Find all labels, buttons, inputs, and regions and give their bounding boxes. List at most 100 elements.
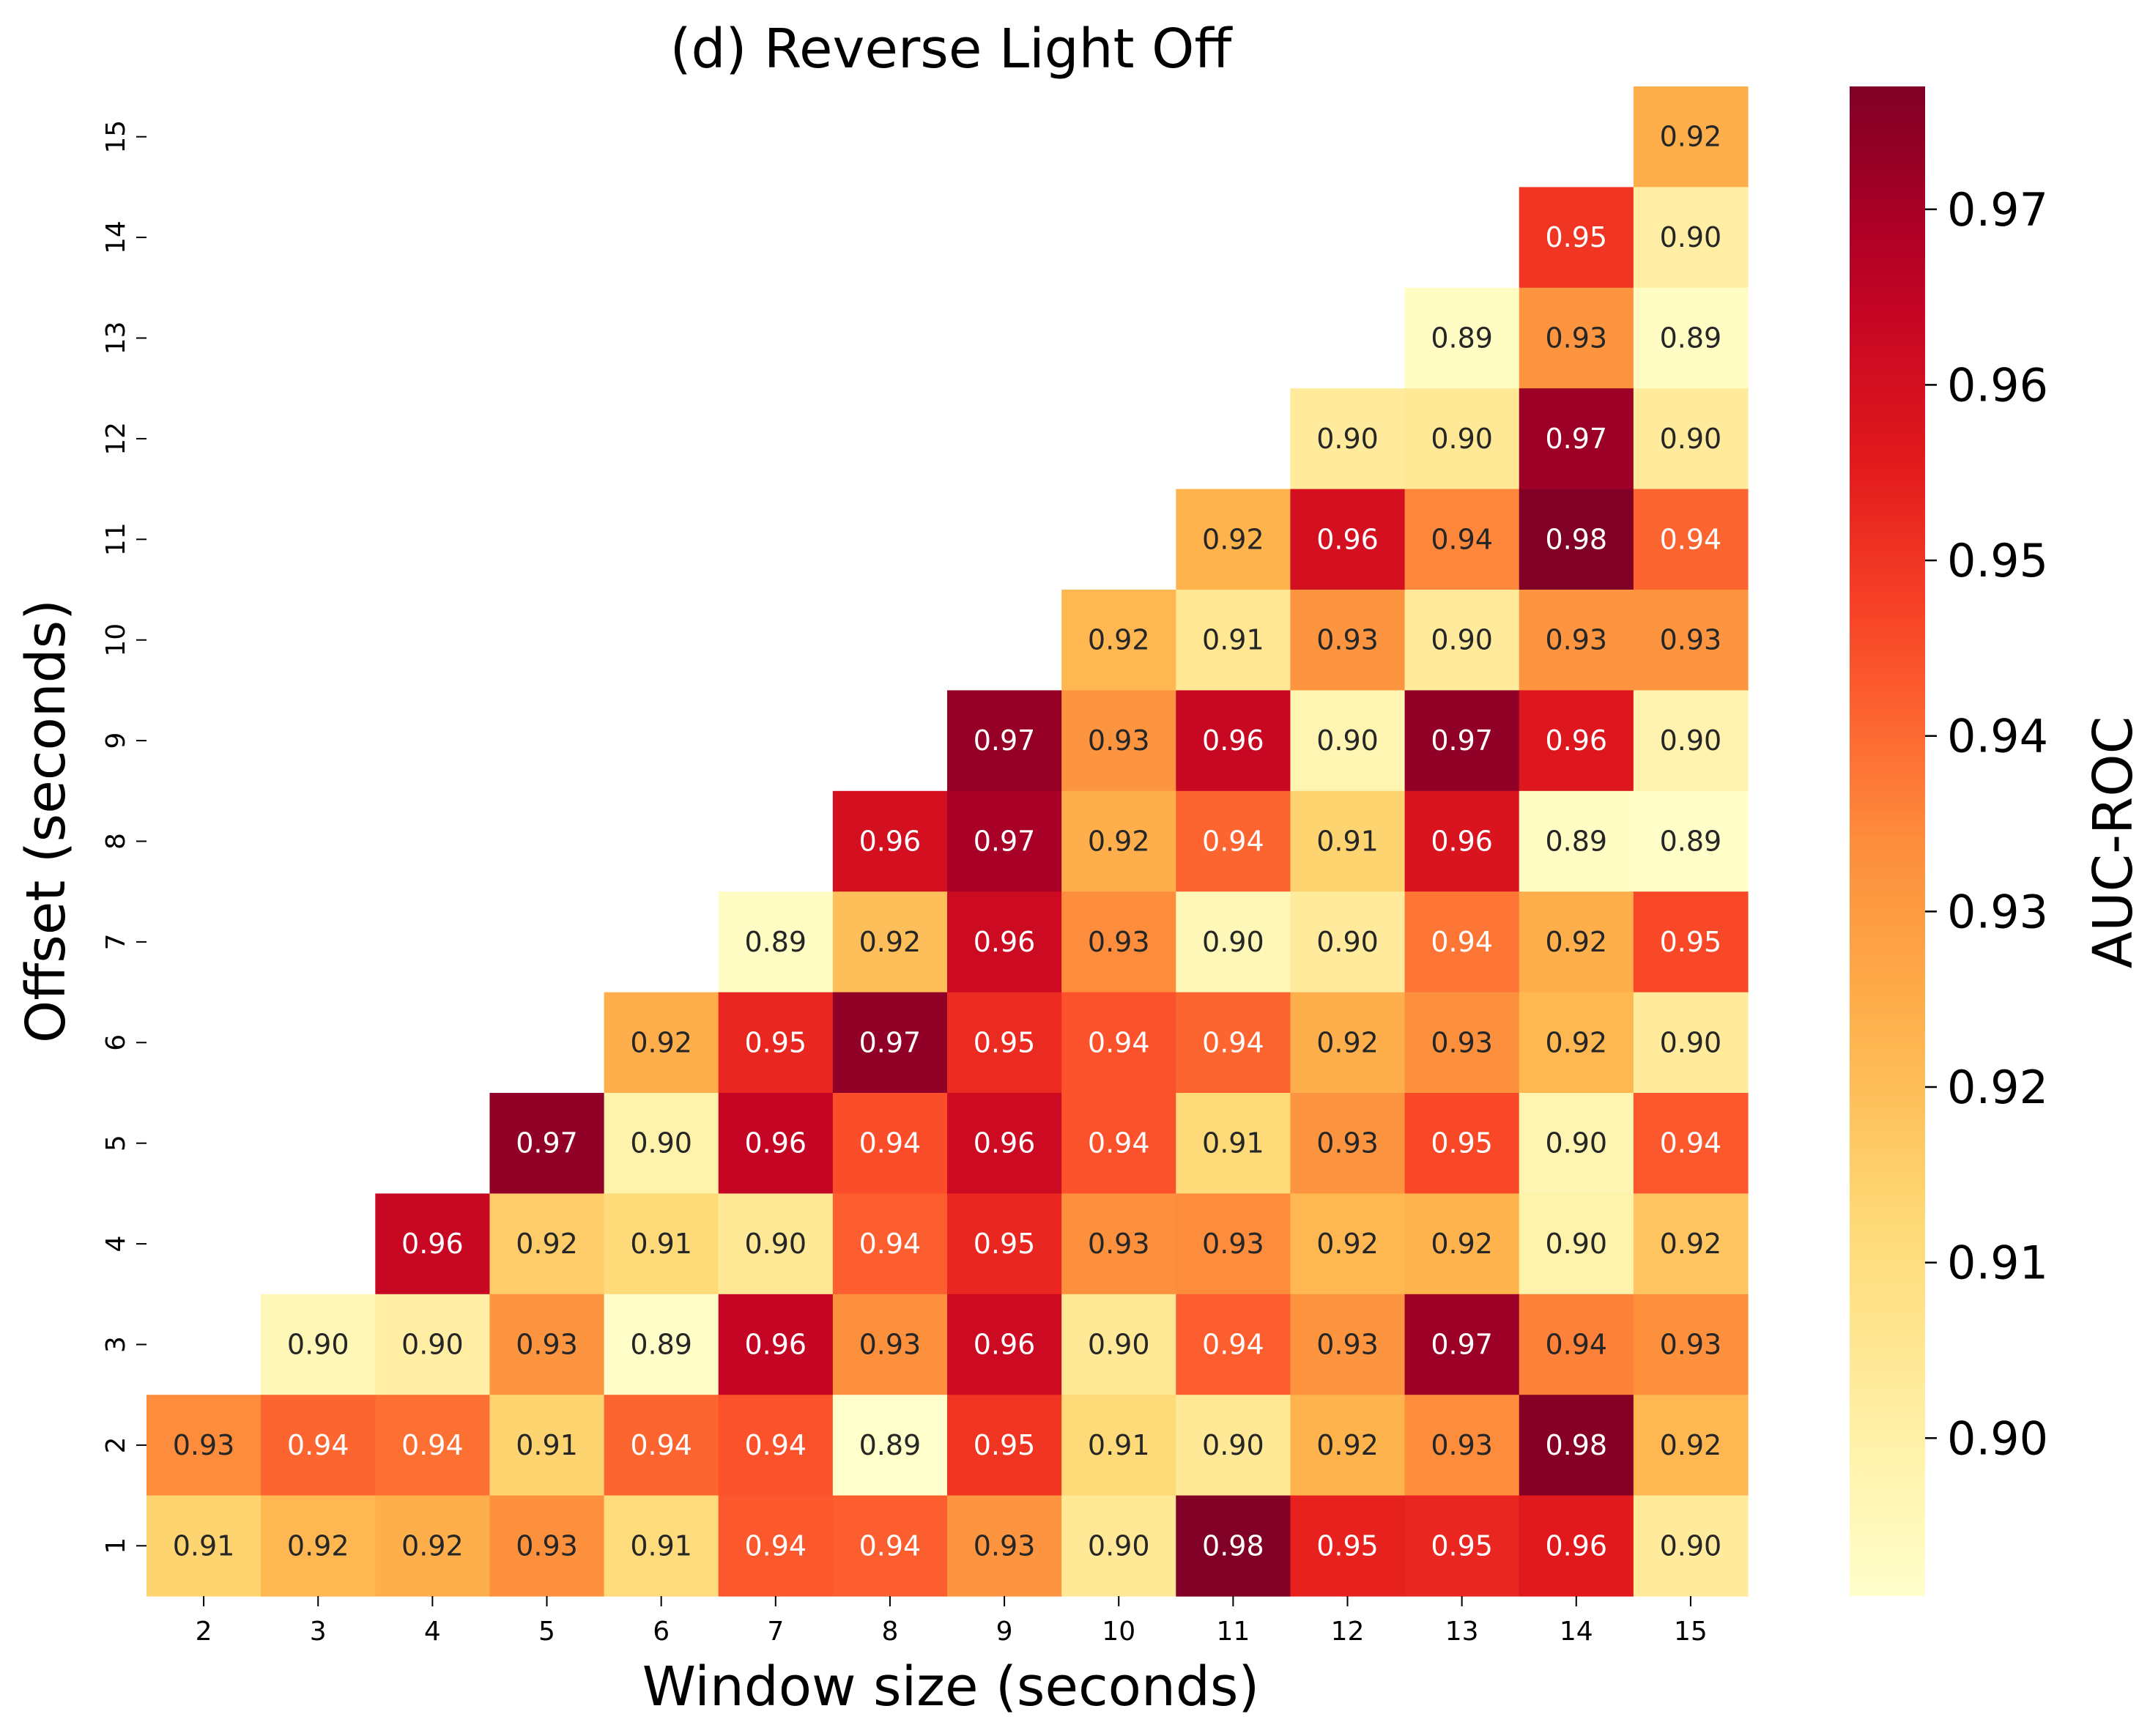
heatmap-cell <box>1633 86 1749 188</box>
y-tick-label: 4 <box>101 1236 131 1253</box>
y-axis-label: Offset (seconds) <box>15 599 78 1043</box>
heatmap-cell <box>1404 489 1520 590</box>
heatmap-cell <box>1290 1495 1406 1597</box>
heatmap-cell <box>1404 1495 1520 1597</box>
cell-value-label: 0.93 <box>1660 1329 1722 1361</box>
heatmap-cell <box>375 1495 491 1597</box>
heatmap-cell <box>1519 590 1634 691</box>
cell-value-label: 0.91 <box>630 1228 692 1260</box>
cell-value-label: 0.98 <box>1202 1529 1264 1562</box>
heatmap-cell <box>832 891 948 993</box>
heatmap-cell <box>832 992 948 1094</box>
heatmap-cell <box>1519 489 1634 590</box>
heatmap-cell <box>1290 1395 1406 1496</box>
cell-value-label: 0.98 <box>1545 1429 1607 1461</box>
cell-value-label: 0.89 <box>630 1329 692 1361</box>
heatmap-cell <box>1404 287 1520 389</box>
cell-value-label: 0.92 <box>1316 1429 1379 1461</box>
cell-value-label: 0.92 <box>287 1529 349 1562</box>
cell-value-label: 0.92 <box>1088 624 1150 656</box>
colorbar-tick-label: 0.97 <box>1947 183 2048 237</box>
cell-value-label: 0.89 <box>859 1429 922 1461</box>
cell-value-label: 0.91 <box>1202 1127 1264 1160</box>
heatmap-cell <box>604 1395 719 1496</box>
colorbar-tick-label: 0.90 <box>1947 1412 2048 1465</box>
x-tick-label: 3 <box>310 1617 327 1647</box>
cell-value-label: 0.97 <box>974 724 1036 757</box>
heatmap-cell <box>1176 1193 1291 1295</box>
heatmap-cell <box>489 1193 605 1295</box>
cell-value-label: 0.90 <box>1660 221 1722 253</box>
cell-value-label: 0.97 <box>974 826 1036 858</box>
heatmap-cell <box>718 1395 834 1496</box>
cell-value-label: 0.96 <box>974 1329 1036 1361</box>
cell-value-label: 0.92 <box>1202 523 1264 555</box>
cell-value-label: 0.94 <box>1431 926 1493 958</box>
cell-value-label: 0.92 <box>630 1026 692 1058</box>
cell-value-label: 0.96 <box>744 1329 807 1361</box>
heatmap-cell <box>1176 590 1291 691</box>
heatmap-cell <box>832 1294 948 1395</box>
cell-value-label: 0.93 <box>1545 322 1607 355</box>
x-tick-label: 5 <box>538 1617 555 1647</box>
colorbar-tick-label: 0.91 <box>1947 1236 2048 1290</box>
cell-value-label: 0.96 <box>401 1228 464 1260</box>
cell-value-label: 0.92 <box>401 1529 464 1562</box>
cell-value-label: 0.93 <box>516 1329 578 1361</box>
heatmap-cell <box>1176 992 1291 1094</box>
heatmap-cell <box>489 1395 605 1496</box>
chart-title: (d) Reverse Light Off <box>670 18 1234 81</box>
heatmap-cell <box>489 1093 605 1194</box>
heatmap-cell <box>1519 1395 1634 1496</box>
cell-value-label: 0.95 <box>974 1429 1036 1461</box>
heatmap-cell <box>1061 992 1176 1094</box>
heatmap-cell <box>832 1093 948 1194</box>
cell-value-label: 0.93 <box>859 1329 922 1361</box>
cell-value-label: 0.97 <box>859 1026 922 1058</box>
cell-value-label: 0.92 <box>1545 926 1607 958</box>
cell-value-label: 0.90 <box>1431 423 1493 455</box>
cell-value-label: 0.94 <box>1202 826 1264 858</box>
heatmap-cell <box>1519 690 1634 792</box>
heatmap-cell <box>1633 992 1749 1094</box>
x-tick-label: 15 <box>1674 1617 1708 1647</box>
heatmap-cell <box>1290 790 1406 892</box>
x-tick-label: 8 <box>881 1617 898 1647</box>
heatmap-cells <box>147 86 1749 1597</box>
cell-value-label: 0.89 <box>1431 322 1493 355</box>
cell-value-label: 0.90 <box>1202 1429 1264 1461</box>
cell-value-label: 0.93 <box>1545 624 1607 656</box>
heatmap-value-labels: 0.92 0.95 0.90 0.89 0.93 0.89 0.90 0.90 0.97 0.90… <box>173 121 1721 1562</box>
cell-value-label: 0.90 <box>1316 724 1379 757</box>
heatmap-cell <box>147 1495 262 1597</box>
heatmap-cell <box>1176 1093 1291 1194</box>
cell-value-label: 0.92 <box>859 926 922 958</box>
heatmap-cell <box>1633 1495 1749 1597</box>
cell-value-label: 0.91 <box>1088 1429 1150 1461</box>
heatmap-cell <box>1176 690 1291 792</box>
heatmap-cell <box>1176 790 1291 892</box>
cell-value-label: 0.92 <box>516 1228 578 1260</box>
cell-value-label: 0.91 <box>630 1529 692 1562</box>
heatmap-cell <box>1404 690 1520 792</box>
heatmap-cell <box>1633 388 1749 490</box>
heatmap-cell <box>1061 690 1176 792</box>
cell-value-label: 0.95 <box>1545 221 1607 253</box>
cell-value-label: 0.90 <box>1316 926 1379 958</box>
heatmap-cell <box>1290 891 1406 993</box>
heatmap-cell <box>1633 790 1749 892</box>
cell-value-label: 0.97 <box>516 1127 578 1160</box>
cell-value-label: 0.97 <box>1545 423 1607 455</box>
cell-value-label: 0.90 <box>1088 1529 1150 1562</box>
colorbar-ticks: 0.90 0.91 0.92 0.93 0.94 0.95 0.96 0.97 <box>1925 183 2048 1465</box>
y-tick-label: 6 <box>101 1034 131 1051</box>
heatmap-cell <box>947 992 1062 1094</box>
cell-value-label: 0.92 <box>1660 1228 1722 1260</box>
heatmap-cell <box>1519 1294 1634 1395</box>
heatmap-cell <box>489 1294 605 1395</box>
cell-value-label: 0.95 <box>1316 1529 1379 1562</box>
cell-value-label: 0.96 <box>974 926 1036 958</box>
cell-value-label: 0.93 <box>1660 624 1722 656</box>
heatmap-cell <box>1519 187 1634 289</box>
cell-value-label: 0.95 <box>974 1026 1036 1058</box>
